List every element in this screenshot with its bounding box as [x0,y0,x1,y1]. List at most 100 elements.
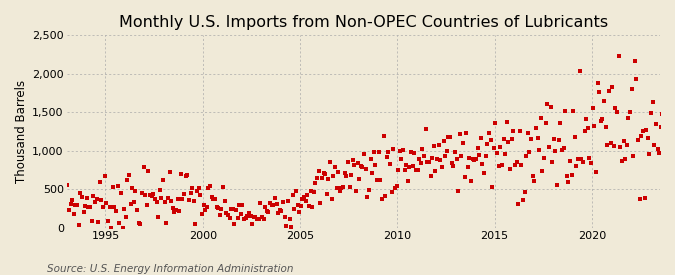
Point [63,208,74,213]
Point [521,154,532,158]
Point [331,186,342,190]
Point [600,125,611,129]
Point [114,221,125,226]
Point [459,175,470,180]
Point [510,163,520,167]
Point [78,209,89,214]
Point [321,192,332,196]
Point [599,99,610,104]
Point [646,111,657,116]
Point [516,163,526,167]
Point [291,189,302,194]
Point [72,203,82,207]
Point [489,146,500,150]
Point [357,165,368,169]
Point [138,165,149,169]
Point [506,137,517,141]
Point [169,210,180,214]
Point [608,144,619,148]
Point [248,214,259,219]
Point [470,157,481,161]
Point [594,90,605,95]
Point [135,222,146,226]
Point [130,189,141,194]
Point [539,156,549,161]
Point [266,203,277,207]
Point [86,219,97,224]
Point [469,158,480,162]
Point [180,174,191,178]
Point [386,189,397,194]
Point [167,206,178,210]
Point [360,167,371,171]
Point [445,135,456,139]
Point [286,225,296,230]
Point [572,157,583,162]
Point [288,192,298,197]
Point [126,202,136,207]
Point [294,210,304,214]
Point [193,186,204,190]
Point [176,172,186,176]
Point [597,117,608,121]
Point [198,202,209,207]
Point [398,148,408,152]
Point [534,147,545,152]
Point [490,120,501,125]
Point [91,197,102,202]
Point [172,197,183,202]
Point [570,134,580,139]
Point [219,199,230,204]
Point [88,194,99,199]
Point [255,201,266,205]
Point [136,191,147,196]
Point [356,164,367,168]
Point [317,176,327,181]
Point [372,177,383,182]
Point [67,198,78,202]
Point [456,154,467,159]
Point [151,199,162,204]
Point [464,156,475,160]
Point [240,216,251,221]
Point [466,179,477,183]
Point [284,217,295,221]
Point [104,205,115,209]
Point [461,131,472,136]
Point [217,185,228,189]
Point [161,221,171,225]
Point [268,203,279,207]
Point [431,157,442,161]
Point [315,201,326,205]
Point [579,129,590,133]
Point [628,153,639,158]
Point [630,59,641,63]
Point [195,193,206,197]
Point [522,131,533,135]
Point [82,196,92,200]
Point [396,156,407,161]
Point [354,177,364,181]
Point [260,205,271,210]
Point [399,168,410,172]
Point [148,192,159,196]
Point [223,213,234,217]
Point [589,123,599,128]
Point [90,199,101,204]
Point [215,212,225,217]
Point [409,151,420,155]
Point [453,188,464,193]
Point [271,202,282,207]
Point [367,171,377,175]
Point [641,128,651,133]
Point [188,199,199,204]
Point [338,185,348,189]
Point [418,154,429,158]
Point [378,134,389,138]
Point [289,207,300,211]
Point [119,207,130,212]
Point [207,195,217,199]
Point [299,195,310,199]
Point [558,145,569,150]
Point [174,209,185,214]
